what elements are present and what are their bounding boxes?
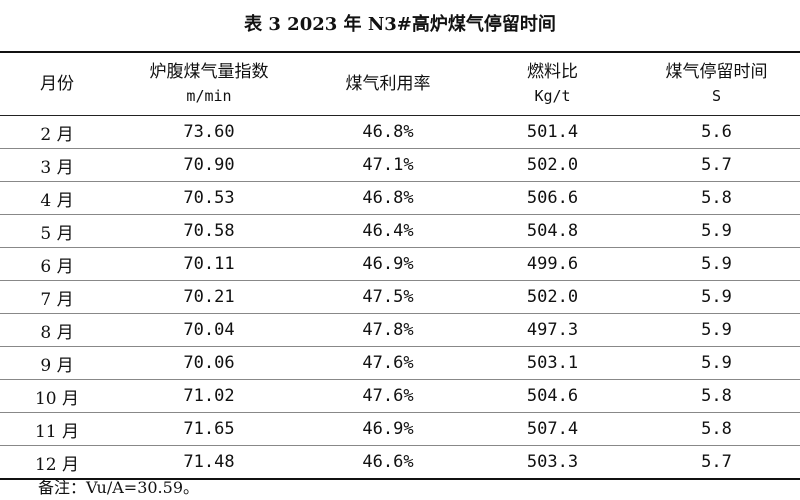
month-cell: 5 月 <box>0 214 114 248</box>
residence-time-cell: 5.6 <box>633 115 800 149</box>
header-cell-fuel-ratio: 燃料比 Kg/t <box>472 52 633 116</box>
gas-utilization-cell: 46.9% <box>304 247 472 281</box>
header-cell-gas-utilization: 煤气利用率 <box>304 52 472 116</box>
residence-time-cell: 5.9 <box>633 346 800 380</box>
residence-time-cell: 5.8 <box>633 412 800 446</box>
month-cell: 9 月 <box>0 346 114 380</box>
header-cell-bosh-gas-index: 炉腹煤气量指数 m/min <box>114 52 304 116</box>
table-row: 4 月 70.53 46.8% 506.6 5.8 <box>0 181 800 215</box>
residence-time-cell: 5.9 <box>633 280 800 314</box>
header-label: 炉腹煤气量指数 <box>149 62 269 82</box>
fuel-ratio-cell: 499.6 <box>472 247 633 281</box>
header-label: 月份 <box>40 74 74 94</box>
gas-utilization-cell: 47.8% <box>304 313 472 347</box>
month-cell: 11 月 <box>0 412 114 446</box>
residence-time-cell: 5.8 <box>633 181 800 215</box>
header-cell-residence-time: 煤气停留时间 S <box>633 52 800 116</box>
bosh-gas-index-cell: 70.53 <box>114 181 304 215</box>
fuel-ratio-cell: 501.4 <box>472 115 633 149</box>
month-cell: 10 月 <box>0 379 114 413</box>
fuel-ratio-cell: 507.4 <box>472 412 633 446</box>
table-row: 2 月 73.60 46.8% 501.4 5.6 <box>0 115 800 149</box>
month-cell: 12 月 <box>34 454 80 475</box>
gas-utilization-cell: 47.6% <box>304 379 472 413</box>
header-unit: m/min <box>186 87 232 105</box>
bosh-gas-index-cell: 70.58 <box>114 214 304 248</box>
residence-time-cell: 5.9 <box>633 247 800 281</box>
table-row: 6 月 70.11 46.9% 499.6 5.9 <box>0 247 800 281</box>
gas-utilization-cell: 46.6% <box>362 452 414 472</box>
gas-utilization-cell: 47.1% <box>304 148 472 182</box>
table-row: 5 月 70.58 46.4% 504.8 5.9 <box>0 214 800 248</box>
fuel-ratio-cell: 503.1 <box>472 346 633 380</box>
table-row: 11 月 71.65 46.9% 507.4 5.8 <box>0 412 800 446</box>
gas-utilization-cell: 46.4% <box>304 214 472 248</box>
bosh-gas-index-cell: 70.04 <box>114 313 304 347</box>
residence-time-cell: 5.7 <box>633 148 800 182</box>
header-label: 煤气利用率 <box>345 74 431 94</box>
fuel-ratio-cell: 503.3 <box>526 452 579 472</box>
bosh-gas-index-cell: 71.48 <box>183 452 235 472</box>
header-row: 月份 炉腹煤气量指数 m/min 煤气利用率 燃料比 Kg/t 煤气停留时间 S <box>0 52 800 116</box>
table-row: 3 月 70.90 47.1% 502.0 5.7 <box>0 148 800 182</box>
bosh-gas-index-cell: 70.11 <box>114 247 304 281</box>
fuel-ratio-cell: 502.0 <box>472 280 633 314</box>
table-row: 12 月 71.48 46.6% 503.3 5.7 <box>0 446 800 480</box>
month-cell: 6 月 <box>0 247 114 281</box>
residence-time-cell: 5.8 <box>633 379 800 413</box>
residence-time-cell: 5.9 <box>633 313 800 347</box>
gas-utilization-cell: 46.9% <box>304 412 472 446</box>
fuel-ratio-cell: 497.3 <box>472 313 633 347</box>
table-row: 10 月 71.02 47.6% 504.6 5.8 <box>0 379 800 413</box>
month-cell: 3 月 <box>0 148 114 182</box>
table-body: 2 月 73.60 46.8% 501.4 5.6 3 月 70.90 47.1% 502.0 5… <box>0 115 800 480</box>
table-title: 表 3 2023 年 N3#高炉煤气停留时间 <box>244 14 556 35</box>
residence-time-cell: 5.9 <box>633 214 800 248</box>
bosh-gas-index-cell: 70.21 <box>114 280 304 314</box>
fuel-ratio-cell: 502.0 <box>472 148 633 182</box>
table-row: 8 月 70.04 47.8% 497.3 5.9 <box>0 313 800 347</box>
gas-utilization-cell: 47.6% <box>304 346 472 380</box>
residence-time-cell: 5.7 <box>701 452 732 472</box>
gas-utilization-cell: 47.5% <box>304 280 472 314</box>
table-row: 7 月 70.21 47.5% 502.0 5.9 <box>0 280 800 314</box>
header-cell-month: 月份 <box>0 52 114 116</box>
fuel-ratio-cell: 504.6 <box>472 379 633 413</box>
bosh-gas-index-cell: 70.06 <box>114 346 304 380</box>
table-header: 月份 炉腹煤气量指数 m/min 煤气利用率 燃料比 Kg/t 煤气停留时间 S <box>0 52 800 116</box>
fuel-ratio-cell: 504.8 <box>472 214 633 248</box>
gas-utilization-cell: 46.8% <box>304 115 472 149</box>
month-cell: 4 月 <box>0 181 114 215</box>
bosh-gas-index-cell: 73.60 <box>114 115 304 149</box>
table-note: 备注：Vu/A=30.59。 <box>38 478 199 497</box>
bosh-gas-index-cell: 70.90 <box>114 148 304 182</box>
fuel-ratio-cell: 506.6 <box>472 181 633 215</box>
data-table: 月份 炉腹煤气量指数 m/min 煤气利用率 燃料比 Kg/t 煤气停留时间 S… <box>0 51 800 480</box>
month-cell: 8 月 <box>0 313 114 347</box>
bosh-gas-index-cell: 71.02 <box>114 379 304 413</box>
header-unit: Kg/t <box>534 87 571 105</box>
month-cell: 2 月 <box>0 115 114 149</box>
month-cell: 7 月 <box>0 280 114 314</box>
header-label: 燃料比 <box>527 62 578 82</box>
header-label: 煤气停留时间 <box>665 62 768 82</box>
table-row: 9 月 70.06 47.6% 503.1 5.9 <box>0 346 800 380</box>
bosh-gas-index-cell: 71.65 <box>114 412 304 446</box>
header-unit: S <box>711 87 722 105</box>
gas-utilization-cell: 46.8% <box>304 181 472 215</box>
